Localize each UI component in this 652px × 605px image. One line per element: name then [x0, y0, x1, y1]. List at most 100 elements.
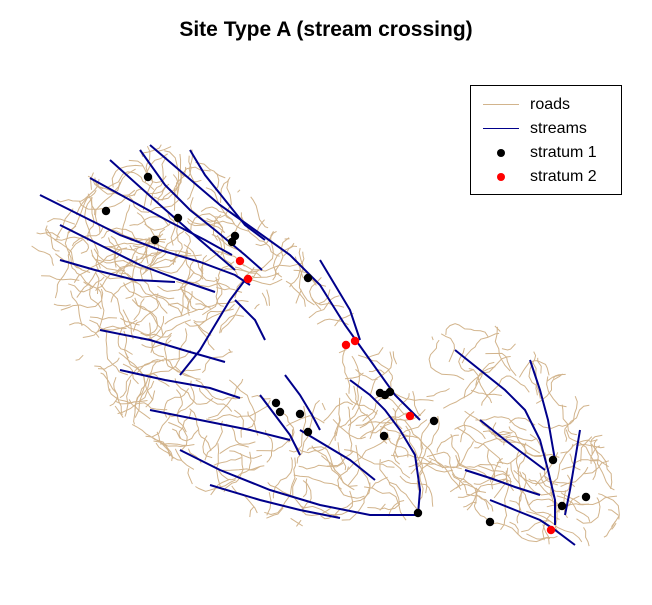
road-segment [542, 513, 552, 541]
road-segment [225, 423, 256, 445]
road-segment [513, 470, 549, 485]
road-segment [517, 442, 527, 472]
road-segment [206, 399, 271, 421]
road-segment [370, 351, 393, 395]
road-segment [389, 481, 422, 513]
road-segment [134, 297, 159, 336]
road-segment [445, 323, 489, 338]
road-segment [399, 475, 434, 507]
road-segment [458, 347, 474, 372]
road-segment [358, 347, 384, 359]
legend-label-stratum-2: stratum 2 [530, 168, 597, 185]
road-segment [124, 379, 132, 417]
road-segment [337, 442, 347, 471]
road-segment [60, 288, 104, 311]
road-segment [138, 228, 166, 269]
road-segment [215, 261, 235, 307]
road-segment [425, 464, 454, 473]
road-segment [564, 404, 590, 442]
road-segment [134, 372, 152, 418]
road-segment [213, 457, 242, 466]
stream-segment [489, 499, 576, 546]
road-segment [412, 390, 422, 417]
road-segment [95, 272, 100, 295]
road-segment [483, 423, 511, 438]
road-segment [510, 462, 522, 505]
road-segment [296, 399, 320, 464]
road-segment [129, 245, 161, 257]
road-segment [179, 286, 185, 316]
road-segment [150, 319, 191, 354]
stream-segment [59, 259, 176, 283]
stream-segment [119, 369, 241, 399]
road-segment [320, 490, 354, 520]
road-segment [537, 357, 542, 374]
road-segment [339, 396, 363, 428]
road-segment [389, 415, 424, 450]
road-segment [494, 326, 511, 372]
road-segment [367, 504, 399, 511]
stratum-2-site [341, 340, 351, 350]
road-segment [492, 422, 526, 447]
road-segment [565, 429, 597, 481]
road-segment [539, 472, 571, 493]
legend: roads streams stratum 1 stratum 2 [470, 85, 622, 195]
road-segment [132, 242, 192, 255]
road-segment [250, 196, 269, 229]
road-segment [195, 379, 243, 401]
road-segment [266, 289, 270, 306]
road-segment [436, 434, 459, 453]
road-segment [299, 505, 339, 518]
road-segment [139, 267, 183, 316]
road-segment [82, 300, 105, 338]
road-segment [515, 450, 529, 504]
legend-item-stratum-1: stratum 1 [471, 142, 621, 164]
road-segment [69, 322, 100, 338]
road-segment [36, 231, 60, 239]
road-segment [388, 500, 405, 517]
stream-segment [89, 177, 233, 256]
road-segment [394, 393, 410, 430]
stratum-1-site [379, 431, 389, 441]
road-segment [355, 409, 379, 426]
stratum-1-site [429, 416, 439, 426]
stratum-1-site [150, 235, 160, 245]
stream-segment [149, 409, 291, 441]
stratum-2-site [243, 274, 253, 284]
stream-segment [209, 484, 341, 519]
road-segment [141, 373, 170, 387]
road-segment [308, 295, 340, 319]
road-segment [83, 281, 103, 300]
road-segment [221, 268, 262, 277]
road-segment [426, 388, 450, 398]
road-segment [255, 230, 277, 247]
stream-segment [564, 429, 581, 516]
stratum-1-site [557, 501, 567, 511]
road-segment [379, 503, 386, 511]
road-segment [189, 408, 212, 452]
road-segment [228, 348, 232, 353]
road-segment [228, 379, 256, 430]
road-segment [195, 162, 220, 191]
road-segment [110, 281, 136, 303]
road-segment [481, 375, 530, 406]
road-segment [489, 522, 551, 543]
stratum-2-site [546, 525, 556, 535]
road-segment [53, 238, 91, 273]
road-segment [410, 415, 440, 475]
road-segment [198, 387, 233, 412]
road-segment [391, 454, 462, 470]
road-segment [184, 231, 204, 280]
road-segment [364, 486, 407, 521]
stream-segment [139, 149, 263, 271]
road-segment [451, 473, 468, 494]
road-segment [94, 365, 111, 391]
road-segment [485, 352, 517, 377]
road-segment [103, 328, 129, 376]
road-segment [174, 365, 201, 380]
road-segment [135, 249, 148, 265]
road-segment [379, 459, 401, 505]
road-segment [216, 286, 243, 293]
road-segment [345, 392, 378, 415]
road-segment [337, 466, 365, 499]
